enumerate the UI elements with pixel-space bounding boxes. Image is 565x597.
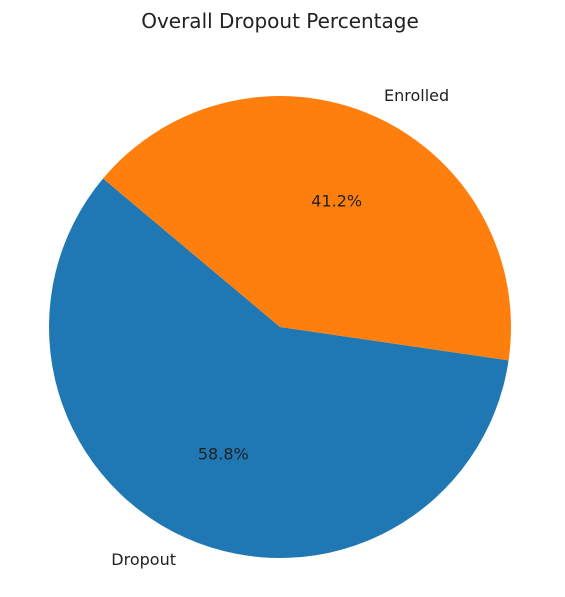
pie-percent-label-enrolled: 41.2% bbox=[311, 192, 362, 211]
chart-title: Overall Dropout Percentage bbox=[141, 9, 419, 33]
pie-category-label-enrolled: Enrolled bbox=[384, 86, 449, 105]
pie-labels: 58.8% Dropout 41.2% Enrolled bbox=[111, 86, 449, 569]
pie-slice-enrolled bbox=[103, 95, 512, 361]
pie-category-label-dropout: Dropout bbox=[111, 550, 176, 569]
pie-slices bbox=[49, 95, 512, 558]
pie-slice-dropout bbox=[49, 178, 509, 558]
pie-percent-label-dropout: 58.8% bbox=[198, 445, 249, 464]
